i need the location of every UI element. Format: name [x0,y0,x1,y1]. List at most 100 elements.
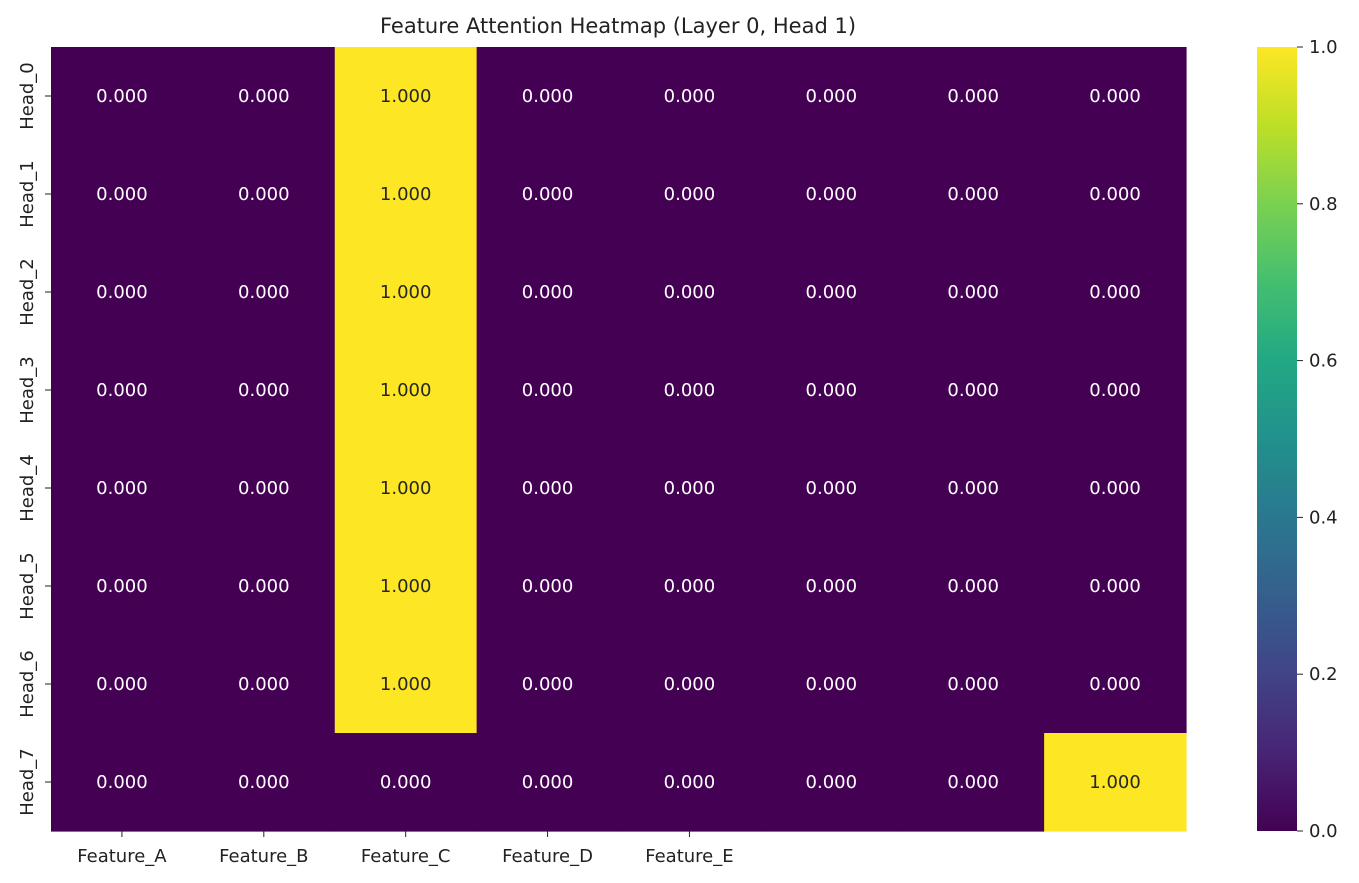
x-tick-label: Feature_A [77,846,167,867]
heatmap-cell [51,243,194,342]
cell-value-label: 0.000 [1089,478,1141,499]
cell-value-label: 0.000 [947,674,999,695]
cell-value-label: 0.000 [1089,380,1141,401]
y-tick-label: Head_3 [17,356,38,424]
cell-value-label: 0.000 [947,282,999,303]
cell-value-label: 0.000 [522,380,574,401]
cell-value-label: 0.000 [664,772,716,793]
cell-value-label: 0.000 [522,576,574,597]
x-tick-label: Feature_E [645,846,733,867]
cell-value-label: 0.000 [238,184,290,205]
heatmap-cell [334,341,478,440]
heatmap-cell [1044,145,1187,244]
cell-value-label: 0.000 [664,478,716,499]
chart-title: Feature Attention Heatmap (Layer 0, Head… [380,14,856,38]
y-tick-label: Head_4 [17,454,38,522]
cell-value-label: 0.000 [947,184,999,205]
colorbar-tick-label: 0.4 [1309,507,1338,528]
heatmap-cell [760,145,903,244]
cell-value-label: 0.000 [96,86,148,107]
cell-value-label: 0.000 [1089,184,1141,205]
heatmap-cell [618,537,761,636]
cell-value-label: 1.000 [380,282,432,303]
y-tick-label: Head_2 [17,258,38,326]
x-axis: Feature_A Feature_B Feature_C Feature_D Feat… [77,831,734,867]
cell-value-label: 0.000 [96,772,148,793]
cell-value-label: 0.000 [664,380,716,401]
heatmap-cell [192,341,336,440]
heatmap-cell [192,537,336,636]
heatmap-cell [618,635,761,734]
heatmap-cell [1044,635,1187,734]
cell-value-label: 0.000 [522,86,574,107]
heatmap-cell [618,47,761,146]
cell-value-label: 0.000 [96,282,148,303]
cell-value-label: 0.000 [664,86,716,107]
y-tick-label: Head_1 [17,160,38,228]
heatmap-cell [902,341,1045,440]
colorbar-tick-label: 1.0 [1309,37,1338,58]
cell-value-label: 0.000 [380,772,432,793]
heatmap-cell [760,635,903,734]
heatmap-cell [902,145,1045,244]
x-tick-label: Feature_B [219,846,308,867]
heatmap-cell [618,733,761,832]
heatmap-cell [334,733,478,832]
heatmap-cell [334,145,478,244]
cell-value-label: 0.000 [806,282,858,303]
cell-value-label: 0.000 [238,674,290,695]
cell-value-label: 0.000 [238,86,290,107]
heatmap-cell [760,439,903,538]
heatmap-cell [476,635,620,734]
heatmap-cell [618,341,761,440]
heatmap-cell [902,733,1045,832]
cell-value-label: 0.000 [238,772,290,793]
heatmap-cell [1044,733,1187,832]
y-tick-label: Head_0 [17,62,38,130]
heatmap-cell [334,635,478,734]
heatmap-cell [476,537,620,636]
colorbar: 0.0 0.2 0.4 0.6 0.8 1.0 [1257,37,1338,842]
heatmap-cell [1044,439,1187,538]
heatmap-cell [618,439,761,538]
heatmap-cell [51,341,194,440]
x-tick-label: Feature_C [361,846,451,867]
y-tick-label: Head_7 [17,748,38,816]
cell-value-label: 0.000 [96,674,148,695]
heatmap-cell [51,145,194,244]
cell-value-label: 1.000 [380,86,432,107]
cell-value-label: 0.000 [1089,674,1141,695]
y-tick-label: Head_6 [17,650,38,718]
heatmap-cell [1044,47,1187,146]
colorbar-gradient [1257,47,1297,831]
heatmap-cell [902,635,1045,734]
y-tick-label: Head_5 [17,552,38,620]
heatmap-cell [760,341,903,440]
cell-value-label: 0.000 [96,478,148,499]
heatmap-cell [476,47,620,146]
cell-value-label: 0.000 [947,478,999,499]
heatmap-cell [760,537,903,636]
heatmap-cell [334,439,478,538]
cell-value-label: 0.000 [238,282,290,303]
cell-value-label: 0.000 [664,184,716,205]
cell-value-label: 0.000 [522,478,574,499]
heatmap-cell [760,47,903,146]
cell-value-label: 0.000 [522,282,574,303]
heatmap-cell [902,243,1045,342]
cell-value-label: 1.000 [380,380,432,401]
cell-value-label: 0.000 [947,380,999,401]
heatmap-cell [476,341,620,440]
heatmap-cell [192,439,336,538]
cell-value-label: 0.000 [96,184,148,205]
heatmap-cell [334,243,478,342]
heatmap-cells: 0.000 0.000 1.000 0.000 0.000 0.000 0.000 0.000… [51,47,1187,832]
cell-value-label: 0.000 [664,674,716,695]
heatmap-cell [476,733,620,832]
cell-value-label: 0.000 [96,576,148,597]
x-tick-label: Feature_D [502,846,593,867]
colorbar-tick-label: 0.2 [1309,664,1338,685]
cell-value-label: 0.000 [806,772,858,793]
cell-value-label: 1.000 [1089,772,1141,793]
cell-value-label: 0.000 [806,86,858,107]
